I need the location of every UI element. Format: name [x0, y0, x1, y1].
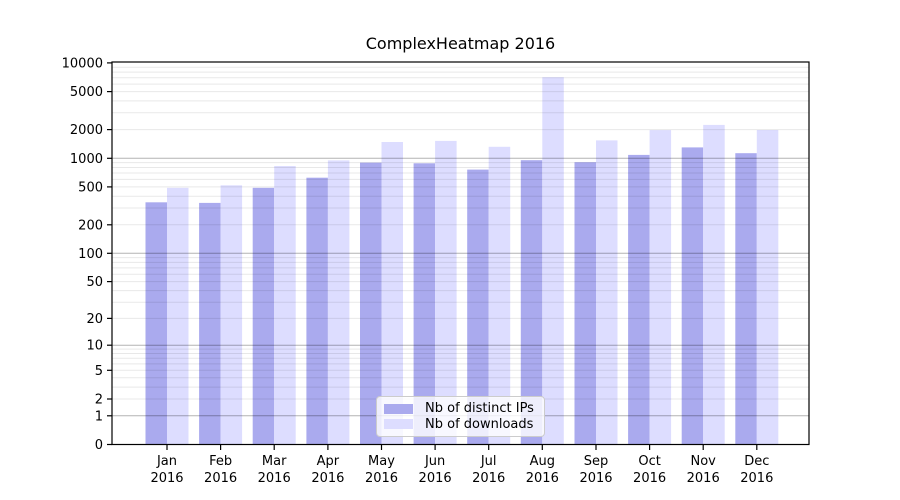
x-tick-label-year: 2016 — [365, 471, 398, 486]
bar-distinct-ips-may — [360, 162, 382, 445]
bar-downloads-mar — [274, 166, 296, 445]
x-tick-label-month: Apr — [317, 454, 340, 469]
x-tick-label-month: Aug — [530, 454, 555, 469]
y-tick-label: 2 — [95, 393, 103, 408]
bar-downloads-may — [381, 142, 403, 445]
bar-downloads-feb — [220, 185, 243, 445]
bar-downloads-jul — [488, 146, 511, 445]
x-tick-label-year: 2016 — [472, 471, 505, 486]
bar-distinct-ips-jan — [145, 202, 167, 445]
x-tick-label-month: Jan — [156, 454, 177, 469]
x-tick-label-year: 2016 — [204, 471, 237, 486]
legend-label-distinct-ips: Nb of distinct IPs — [425, 401, 534, 417]
y-tick-label: 50 — [86, 275, 103, 290]
x-tick-label-year: 2016 — [311, 471, 344, 486]
x-tick-label-month: Jun — [424, 454, 445, 469]
y-tick-label: 200 — [78, 218, 103, 233]
legend-item-distinct-ips: Nb of distinct IPs — [384, 401, 536, 416]
bar-downloads-nov — [703, 124, 725, 445]
x-tick-label-month: Mar — [262, 454, 287, 469]
y-tick-label: 0 — [95, 438, 103, 453]
x-tick-label-year: 2016 — [526, 471, 559, 486]
y-tick-label: 500 — [78, 180, 103, 195]
bar-distinct-ips-apr — [306, 177, 328, 445]
x-tick-label-year: 2016 — [579, 471, 612, 486]
x-tick-label-year: 2016 — [633, 471, 666, 486]
x-tick-label-month: Jul — [480, 454, 497, 469]
legend-swatch-distinct-ips — [384, 403, 413, 414]
x-tick-label-month: Dec — [744, 454, 769, 469]
y-tick-label: 2000 — [70, 123, 103, 138]
bar-distinct-ips-jul — [467, 169, 489, 445]
y-tick-label: 1 — [95, 409, 103, 424]
bar-distinct-ips-aug — [520, 160, 543, 445]
legend-swatch-downloads — [384, 419, 413, 430]
x-tick-label-year: 2016 — [687, 471, 720, 486]
x-tick-label-month: Oct — [638, 454, 660, 469]
bar-downloads-jun — [435, 140, 457, 445]
y-tick-label: 5 — [95, 364, 103, 379]
bar-distinct-ips-sep — [574, 162, 596, 445]
bar-distinct-ips-nov — [681, 147, 704, 445]
bar-downloads-aug — [542, 77, 564, 445]
chart-title: ComplexHeatmap 2016 — [365, 34, 556, 53]
bar-distinct-ips-dec — [735, 153, 757, 445]
x-tick-label-year: 2016 — [740, 471, 773, 486]
legend: Nb of distinct IPs Nb of downloads — [376, 396, 545, 437]
y-tick-label: 10 — [86, 339, 103, 354]
x-tick-label-year: 2016 — [419, 471, 452, 486]
bar-distinct-ips-mar — [252, 187, 275, 445]
x-tick-label-month: Sep — [584, 454, 609, 469]
bar-distinct-ips-jun — [413, 163, 436, 445]
bar-downloads-apr — [327, 160, 350, 445]
bar-downloads-dec — [756, 130, 779, 445]
x-tick-label-year: 2016 — [258, 471, 291, 486]
bar-distinct-ips-feb — [199, 202, 221, 445]
bar-downloads-jan — [167, 187, 189, 445]
y-tick-label: 5000 — [70, 85, 103, 100]
x-tick-label-month: May — [368, 454, 395, 469]
bar-downloads-oct — [649, 130, 672, 445]
y-tick-label: 100 — [78, 247, 103, 262]
x-tick-label-year: 2016 — [150, 471, 183, 486]
y-tick-label: 1000 — [70, 152, 103, 167]
y-tick-label: 20 — [86, 312, 103, 327]
bar-downloads-sep — [596, 140, 618, 445]
y-tick-label: 10000 — [62, 56, 103, 71]
x-tick-label-month: Nov — [691, 454, 717, 469]
bar-distinct-ips-oct — [628, 154, 650, 445]
x-tick-label-month: Feb — [209, 454, 232, 469]
legend-item-downloads: Nb of downloads — [384, 417, 536, 432]
legend-label-downloads: Nb of downloads — [425, 416, 534, 432]
